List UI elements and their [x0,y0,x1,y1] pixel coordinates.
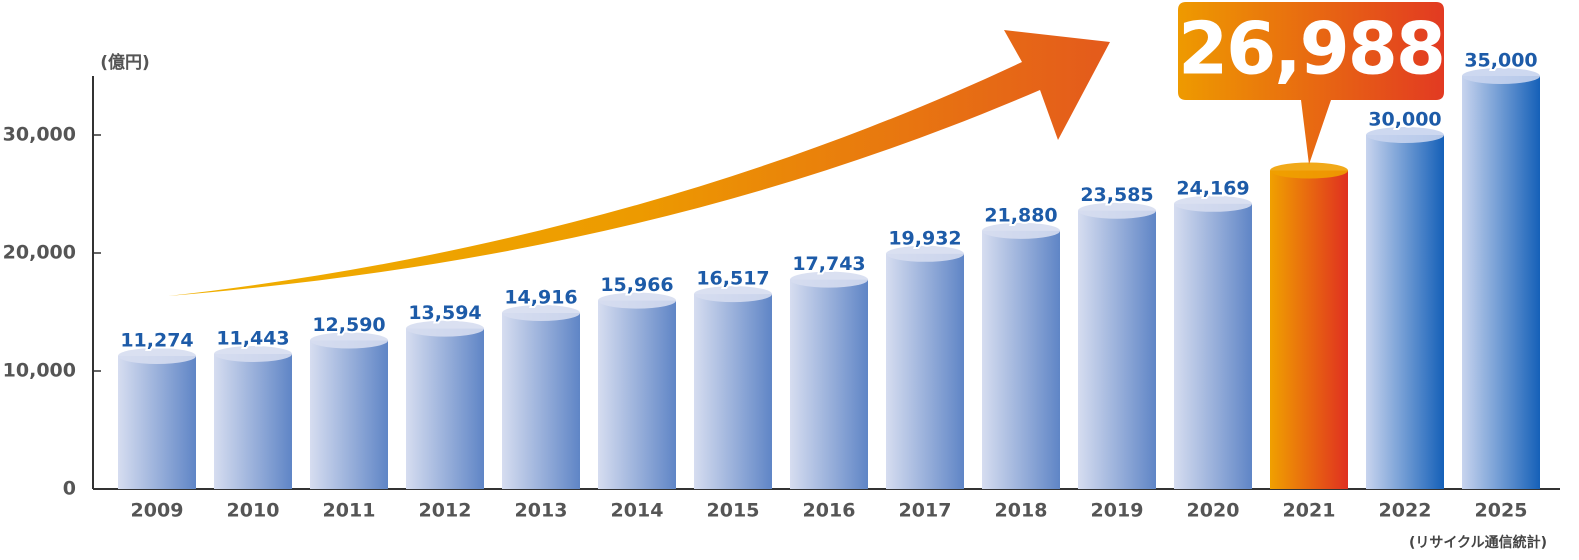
x-tick-label: 2019 [1091,500,1144,522]
bar [310,340,388,489]
x-tick-label: 2011 [323,500,376,522]
value-label: 15,966 [600,274,673,296]
y-axis-unit: (億円) [100,52,150,73]
x-tick-label: 2014 [611,500,664,522]
callout-value: 26,988 [1178,7,1444,91]
x-tick-label: 2020 [1187,500,1240,522]
bar-top [1462,68,1540,84]
bar-top [214,345,292,362]
bar [1270,170,1348,489]
x-tick-label: 2010 [227,500,280,522]
value-label: 11,274 [120,329,193,351]
bar-top [694,286,772,303]
bar [1174,203,1252,490]
x-tick-label: 2022 [1379,500,1432,522]
bar [406,328,484,489]
x-tick-label: 2009 [131,500,184,522]
x-tick-label: 2015 [707,500,760,522]
value-label: 11,443 [216,327,289,349]
y-tick-label: 20,000 [3,242,76,264]
x-tick-label: 2013 [515,500,568,522]
x-tick-label: 2025 [1475,500,1528,522]
value-label: 21,880 [984,204,1057,226]
bar [598,300,676,489]
trend-arrow [168,30,1110,296]
bar [790,279,868,489]
bar [982,230,1060,490]
value-label: 24,169 [1176,177,1249,199]
bar [502,312,580,489]
bar [886,253,964,489]
x-tick-label: 2016 [803,500,856,522]
bar-top [790,271,868,288]
source-note: (リサイクル通信統計) [1409,534,1547,551]
x-tick-label: 2012 [419,500,472,522]
bar-top [1174,195,1252,212]
bar-top [310,332,388,349]
bar [118,355,196,489]
x-tick-label: 2021 [1283,500,1336,522]
bar-top [1078,202,1156,219]
bar [1366,135,1444,489]
bar-top [598,292,676,309]
value-label: 16,517 [696,268,769,290]
x-tick-label: 2018 [995,500,1048,522]
bar-top [982,222,1060,239]
value-label: 23,585 [1080,184,1153,206]
callout-box [1178,2,1444,165]
bar [214,353,292,489]
value-label: 13,594 [408,302,481,324]
value-label: 12,590 [312,314,385,336]
y-tick-label: 30,000 [3,124,76,146]
bar-top [1366,127,1444,143]
value-label: 17,743 [792,253,865,275]
bar-top [502,304,580,321]
bar [694,294,772,489]
y-tick-label: 0 [63,478,76,500]
value-label: 19,932 [888,227,961,249]
value-label: 30,000 [1368,109,1441,131]
bar [1078,210,1156,489]
value-label: 35,000 [1464,50,1537,72]
x-tick-label: 2017 [899,500,952,522]
bar-top [1270,162,1348,179]
bar-top [406,320,484,337]
y-tick-label: 10,000 [3,360,76,382]
bar-top [886,245,964,262]
bar [1462,76,1540,489]
bar-top [118,347,196,364]
value-label: 14,916 [504,286,577,308]
